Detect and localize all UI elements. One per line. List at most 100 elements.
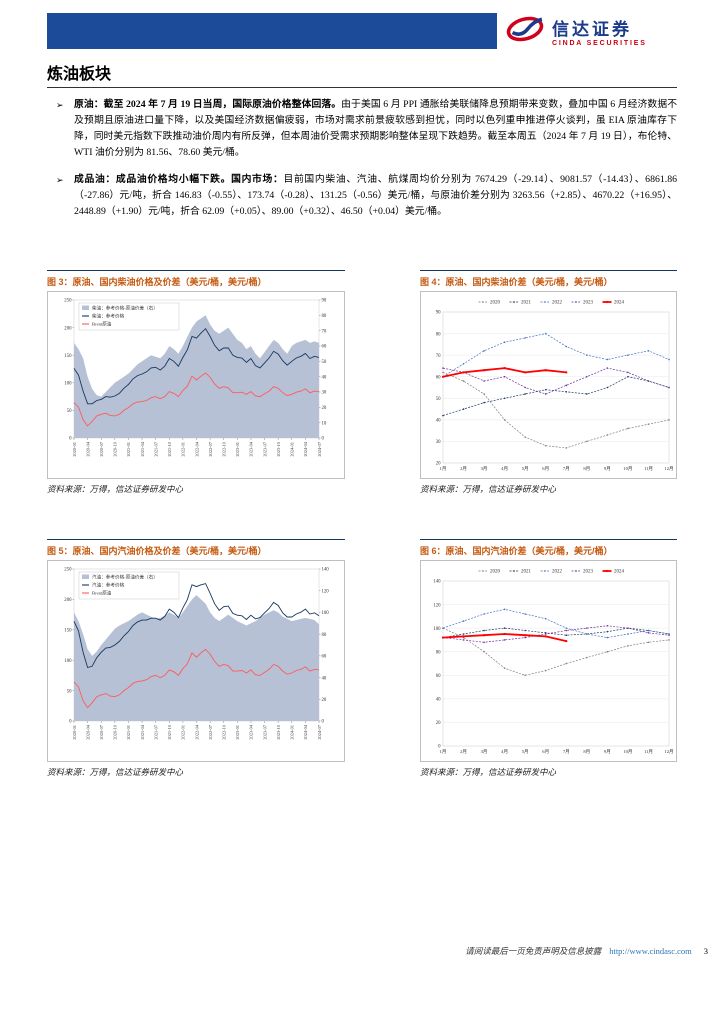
svg-text:2022-01: 2022-01 [181, 442, 186, 457]
svg-text:柴油：参考价格: 柴油：参考价格 [92, 313, 125, 320]
svg-text:100: 100 [64, 659, 72, 664]
svg-text:2022-10: 2022-10 [222, 724, 227, 739]
svg-text:2020-04: 2020-04 [85, 724, 90, 739]
diesel-price-spread-chart: 0 50 100 150 200 250 0 10 20 30 40 50 60 70 80 90 2020-0… [64, 299, 327, 457]
svg-text:8月: 8月 [583, 749, 590, 755]
svg-text:30: 30 [322, 391, 327, 396]
svg-text:20: 20 [322, 406, 327, 411]
svg-text:80: 80 [322, 633, 327, 638]
svg-text:20: 20 [436, 462, 441, 467]
svg-text:100: 100 [64, 382, 72, 387]
svg-text:2022-07: 2022-07 [208, 441, 213, 456]
footer-url[interactable]: http://www.cindasc.com [609, 946, 692, 956]
svg-text:2021: 2021 [521, 570, 532, 575]
svg-text:80: 80 [436, 650, 441, 655]
svg-text:8月: 8月 [583, 466, 590, 472]
figure-3-title: 图 3：原油、国内柴油价格及价差（美元/桶，美元/桶） [47, 270, 345, 291]
bullet-refined-oil: ➢ 成品油：成品油价格均小幅下跌。国内市场：目前国内柴油、汽油、航煤周均价分别为… [47, 172, 677, 220]
svg-text:90: 90 [322, 299, 327, 304]
svg-text:5月: 5月 [522, 749, 529, 755]
svg-text:2020-04: 2020-04 [85, 441, 90, 456]
svg-text:2021-10: 2021-10 [167, 441, 172, 456]
svg-text:200: 200 [64, 326, 72, 331]
svg-text:30: 30 [436, 440, 441, 445]
svg-text:50: 50 [322, 360, 327, 365]
svg-text:2024-04: 2024-04 [303, 724, 308, 739]
svg-text:2023-04: 2023-04 [249, 441, 254, 456]
svg-text:2021-01: 2021-01 [126, 725, 131, 740]
svg-text:2023-10: 2023-10 [276, 724, 281, 739]
diesel-spread-seasonal-chart: 20 30 40 50 60 70 80 90 1月 2月 3月 4月 5月 6月 7月 8月 9月 10月 11月… [436, 301, 674, 472]
figure-3: 图 3：原油、国内柴油价格及价差（美元/桶，美元/桶） 0 50 100 150 200… [47, 270, 345, 495]
svg-text:2024: 2024 [614, 301, 625, 306]
svg-text:20: 20 [322, 698, 327, 703]
figure-5-title: 图 5：原油、国内汽油价格及价差（美元/桶，美元/桶） [47, 539, 345, 560]
svg-text:10月: 10月 [623, 749, 632, 755]
svg-text:2022-01: 2022-01 [181, 725, 186, 740]
svg-text:250: 250 [64, 568, 72, 573]
svg-text:2021-10: 2021-10 [167, 724, 172, 739]
svg-text:0: 0 [69, 720, 72, 725]
svg-text:2021-04: 2021-04 [140, 724, 145, 739]
bullet-body: 由于美国 6 月 PPI 通胀给美联储降息预期带来变数，叠加中国 6 月经济数据… [74, 99, 678, 158]
svg-text:Brent原油: Brent原油 [92, 321, 112, 328]
svg-text:10月: 10月 [623, 466, 632, 472]
bullet-arrow-icon: ➢ [56, 100, 64, 110]
svg-text:70: 70 [436, 354, 441, 359]
svg-text:12月: 12月 [664, 749, 673, 755]
svg-text:2022-10: 2022-10 [222, 441, 227, 456]
svg-text:120: 120 [322, 589, 330, 594]
svg-text:60: 60 [322, 345, 327, 350]
figure-4-source: 资料来源：万得，信达证券研发中心 [420, 484, 557, 494]
svg-text:2021-07: 2021-07 [153, 441, 158, 456]
gasoline-spread-seasonal-chart: 0 20 40 60 80 100 120 140 1月 2月 3月 4月 5月 6月 7月 8月 9月 10月 1… [433, 570, 673, 755]
svg-text:2021-01: 2021-01 [126, 442, 131, 457]
svg-text:2022: 2022 [552, 301, 563, 306]
svg-text:60: 60 [436, 375, 441, 380]
svg-text:90: 90 [436, 311, 441, 316]
svg-text:50: 50 [67, 409, 72, 414]
svg-text:100: 100 [433, 627, 441, 632]
figure-5-chart: 0 50 100 150 200 250 0 20 40 60 80 100 120 140 2020-01… [47, 560, 345, 762]
svg-text:40: 40 [436, 419, 441, 424]
figure-3-chart: 0 50 100 150 200 250 0 10 20 30 40 50 60 70 80 90 2020-0… [47, 291, 345, 479]
svg-text:40: 40 [322, 375, 327, 380]
figures-grid: 图 3：原油、国内柴油价格及价差（美元/桶，美元/桶） 0 50 100 150 200… [47, 270, 677, 778]
page-title: 炼油板块 [47, 66, 112, 83]
svg-text:3月: 3月 [481, 749, 488, 755]
svg-text:2023: 2023 [583, 570, 594, 575]
svg-text:100: 100 [322, 611, 330, 616]
svg-text:20: 20 [436, 721, 441, 726]
bullet-crude-oil-text: 原油：截至 2024 年 7 月 19 日当周，国际原油价格整体回落。由于美国 … [74, 97, 677, 161]
svg-text:2023-07: 2023-07 [262, 441, 267, 456]
svg-text:70: 70 [322, 329, 327, 334]
svg-text:2024-01: 2024-01 [290, 442, 295, 457]
svg-text:2022-04: 2022-04 [194, 724, 199, 739]
svg-text:140: 140 [322, 568, 330, 573]
figure-6-title: 图 6：原油、国内汽油价差（美元/桶，美元/桶） [420, 539, 677, 560]
svg-text:6月: 6月 [542, 466, 549, 472]
svg-text:2月: 2月 [460, 749, 467, 755]
figure-6-source: 资料来源：万得，信达证券研发中心 [420, 767, 557, 777]
brand-name-cn: 信达证券 [552, 20, 632, 39]
svg-text:9月: 9月 [604, 749, 611, 755]
svg-text:2020-07: 2020-07 [99, 724, 104, 739]
svg-text:7月: 7月 [563, 466, 570, 472]
svg-text:2023-04: 2023-04 [249, 724, 254, 739]
bullet-crude-oil: ➢ 原油：截至 2024 年 7 月 19 日当周，国际原油价格整体回落。由于美… [47, 97, 677, 161]
svg-text:140: 140 [433, 580, 441, 585]
svg-text:1月: 1月 [440, 749, 447, 755]
bullet-refined-oil-text: 成品油：成品油价格均小幅下跌。国内市场：目前国内柴油、汽油、航煤周均价分别为 7… [74, 172, 677, 220]
svg-text:4月: 4月 [501, 749, 508, 755]
bullet-lead: 原油：截至 2024 年 7 月 19 日当周，国际原油价格整体回落。 [74, 99, 342, 110]
svg-text:2月: 2月 [460, 466, 467, 472]
svg-text:2024-04: 2024-04 [303, 441, 308, 456]
svg-text:5月: 5月 [522, 466, 529, 472]
brand-logo: 信达证券 CINDA SECURITIES [497, 9, 677, 53]
svg-text:2021-07: 2021-07 [153, 724, 158, 739]
gasoline-price-spread-chart: 0 50 100 150 200 250 0 20 40 60 80 100 120 140 2020-01… [64, 568, 330, 740]
figure-4-title: 图 4：原油、国内柴油价差（美元/桶，美元/桶） [420, 270, 677, 291]
svg-text:2021-04: 2021-04 [140, 441, 145, 456]
svg-text:9月: 9月 [604, 466, 611, 472]
bullet-lead: 成品油：成品油价格均小幅下跌。国内市场： [74, 174, 284, 185]
